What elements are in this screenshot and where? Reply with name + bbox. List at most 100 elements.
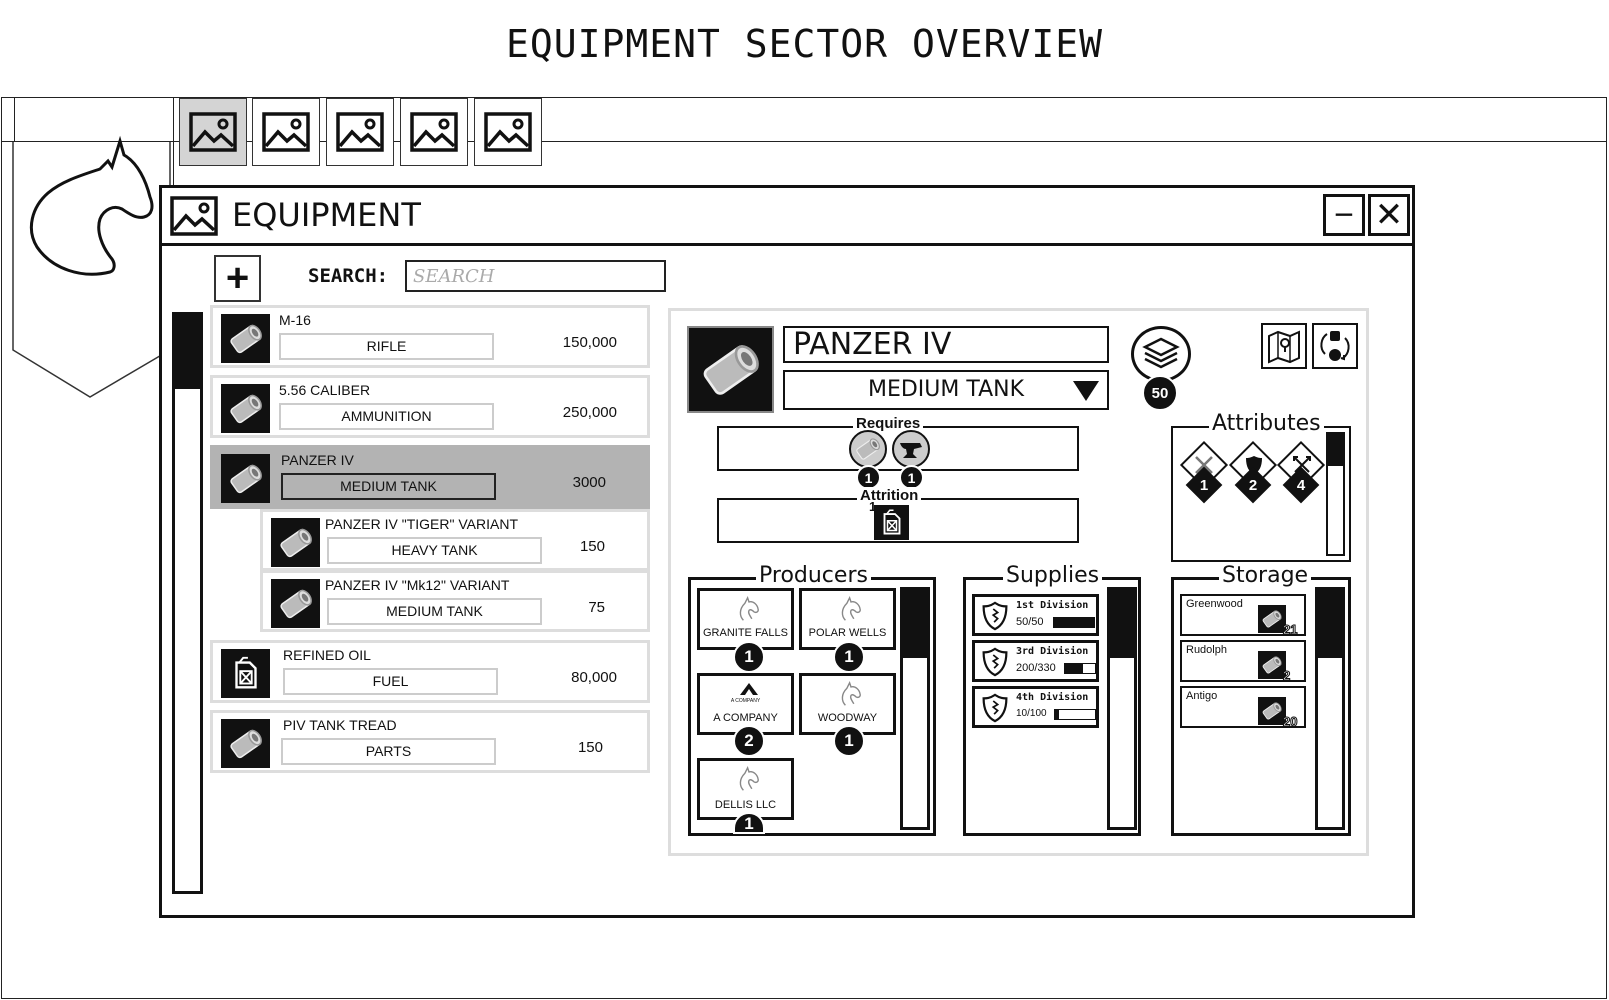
logo-text: A COMPANY bbox=[730, 698, 761, 704]
sidebar-divider bbox=[173, 97, 174, 187]
supplies-scrollbar[interactable] bbox=[1107, 587, 1137, 830]
page-title: EQUIPMENT SECTOR OVERVIEW bbox=[506, 22, 1103, 66]
storage-card[interactable]: Rudolph 2 bbox=[1180, 640, 1306, 684]
top-tab-3[interactable] bbox=[326, 98, 394, 166]
producer-card[interactable]: DELLIS LLC bbox=[697, 758, 794, 820]
fuel-can-icon bbox=[221, 649, 270, 698]
detail-panel: PANZER IV MEDIUM TANK 50 bbox=[668, 308, 1369, 856]
list-item[interactable]: M-16 RIFLE 150,000 bbox=[210, 305, 650, 368]
scrollbar-thumb[interactable] bbox=[1328, 434, 1343, 466]
list-item[interactable]: PIV TANK TREAD PARTS 150 bbox=[210, 710, 650, 773]
attribute-value: 4 bbox=[1296, 476, 1306, 494]
scrollbar-thumb[interactable] bbox=[1110, 590, 1134, 658]
top-tab-4[interactable] bbox=[400, 98, 468, 166]
top-tab-1[interactable] bbox=[179, 98, 247, 166]
item-type: FUEL bbox=[283, 668, 498, 695]
item-qty: 3000 bbox=[572, 474, 606, 491]
plus-icon: + bbox=[225, 256, 250, 300]
storage-count: 2 bbox=[1282, 668, 1291, 684]
pipe-icon bbox=[1258, 651, 1286, 679]
item-type: AMMUNITION bbox=[279, 403, 494, 430]
producer-count-badge: 1 bbox=[733, 812, 765, 834]
image-icon bbox=[410, 112, 458, 152]
requires-count-badge: 1 bbox=[899, 465, 924, 490]
list-item-variant[interactable]: PANZER IV "Mk12" VARIANT MEDIUM TANK 75 bbox=[260, 570, 650, 632]
scrollbar-thumb[interactable] bbox=[903, 590, 927, 658]
item-type: HEAVY TANK bbox=[327, 537, 542, 564]
attributes-label: Attributes bbox=[1209, 411, 1324, 436]
producer-name: POLAR WELLS bbox=[808, 627, 887, 639]
horse-icon bbox=[29, 135, 154, 276]
close-icon: ✕ bbox=[1374, 196, 1404, 234]
producer-count-badge: 2 bbox=[733, 725, 765, 757]
minimize-button[interactable]: − bbox=[1323, 194, 1365, 236]
supply-progress-fill bbox=[1065, 664, 1083, 673]
pipe-icon[interactable] bbox=[849, 430, 887, 468]
stack-button[interactable] bbox=[1131, 326, 1191, 382]
producer-card[interactable]: WOODWAY bbox=[799, 673, 896, 735]
image-icon bbox=[336, 112, 384, 152]
supply-progress-bar bbox=[1054, 709, 1096, 720]
item-qty: 150 bbox=[577, 739, 603, 756]
supply-card[interactable]: 4th Division 10/100 bbox=[972, 686, 1099, 728]
item-name: M-16 bbox=[279, 312, 311, 328]
attrition-count: 1 bbox=[869, 499, 877, 514]
pipe-icon bbox=[271, 579, 320, 628]
item-qty: 150,000 bbox=[562, 334, 617, 351]
pipe-icon bbox=[1258, 697, 1286, 725]
producer-count-badge: 1 bbox=[733, 641, 765, 673]
minimize-icon: − bbox=[1334, 196, 1354, 234]
storage-card[interactable]: Greenwood 21 bbox=[1180, 594, 1306, 638]
attributes-section: Attributes 1 2 4 bbox=[1171, 411, 1351, 562]
pipe-icon bbox=[221, 719, 270, 768]
division-supply-value: 50/50 bbox=[1016, 616, 1044, 628]
producer-card[interactable]: POLAR WELLS bbox=[799, 588, 896, 650]
search-label: SEARCH: bbox=[308, 265, 389, 287]
anvil-icon[interactable] bbox=[892, 430, 930, 468]
division-name: 1st Division bbox=[1016, 600, 1089, 611]
division-shield-icon bbox=[981, 692, 1009, 724]
producers-label: Producers bbox=[756, 563, 871, 588]
storage-label: Storage bbox=[1219, 563, 1312, 588]
storage-card[interactable]: Antigo 20 bbox=[1180, 686, 1306, 730]
detail-type-dropdown[interactable]: MEDIUM TANK bbox=[783, 370, 1109, 410]
division-supply-value: 10/100 bbox=[1016, 708, 1047, 719]
list-item[interactable]: REFINED OIL FUEL 80,000 bbox=[210, 640, 650, 703]
faction-banner bbox=[12, 135, 171, 398]
item-type: MEDIUM TANK bbox=[327, 598, 542, 625]
supply-card[interactable]: 1st Division 50/50 bbox=[972, 594, 1099, 636]
requires-label: Requires bbox=[853, 415, 924, 432]
list-item-selected[interactable]: PANZER IV MEDIUM TANK 3000 bbox=[210, 445, 650, 509]
scrollbar-thumb[interactable] bbox=[175, 315, 200, 389]
producers-scrollbar[interactable] bbox=[900, 587, 930, 830]
item-type: RIFLE bbox=[279, 333, 494, 360]
close-button[interactable]: ✕ bbox=[1368, 194, 1410, 236]
supply-progress-bar bbox=[1064, 663, 1096, 674]
item-qty: 250,000 bbox=[562, 404, 617, 421]
supply-card[interactable]: 3rd Division 200/330 bbox=[972, 640, 1099, 682]
sidebar-divider bbox=[14, 97, 15, 141]
fuel-can-icon[interactable] bbox=[874, 505, 909, 540]
attributes-scrollbar[interactable] bbox=[1326, 432, 1345, 556]
map-pin-icon bbox=[1268, 330, 1300, 364]
scrollbar-thumb[interactable] bbox=[1318, 590, 1342, 658]
supply-progress-fill bbox=[1054, 618, 1094, 627]
map-button[interactable] bbox=[1261, 323, 1307, 369]
add-equipment-button[interactable]: + bbox=[214, 255, 261, 302]
transfer-button[interactable] bbox=[1312, 323, 1358, 369]
list-scrollbar[interactable] bbox=[172, 312, 203, 894]
storage-location-name: Rudolph bbox=[1186, 644, 1227, 656]
top-tab-5[interactable] bbox=[474, 98, 542, 166]
top-tab-2[interactable] bbox=[252, 98, 320, 166]
producers-section: Producers GRANITE FALLS 1 POLAR WELLS 1 … bbox=[688, 563, 936, 836]
pipe-icon bbox=[271, 518, 320, 567]
list-item[interactable]: 5.56 CALIBER AMMUNITION 250,000 bbox=[210, 375, 650, 438]
pipe-icon bbox=[687, 326, 774, 413]
attribute-value: 1 bbox=[1199, 476, 1209, 494]
producer-card[interactable]: A COMPANY A COMPANY bbox=[697, 673, 794, 735]
producer-name: WOODWAY bbox=[817, 712, 878, 724]
storage-scrollbar[interactable] bbox=[1315, 587, 1345, 830]
search-input[interactable] bbox=[405, 260, 666, 292]
storage-count: 20 bbox=[1282, 714, 1298, 730]
list-item-variant[interactable]: PANZER IV "TIGER" VARIANT HEAVY TANK 150 bbox=[260, 509, 650, 571]
